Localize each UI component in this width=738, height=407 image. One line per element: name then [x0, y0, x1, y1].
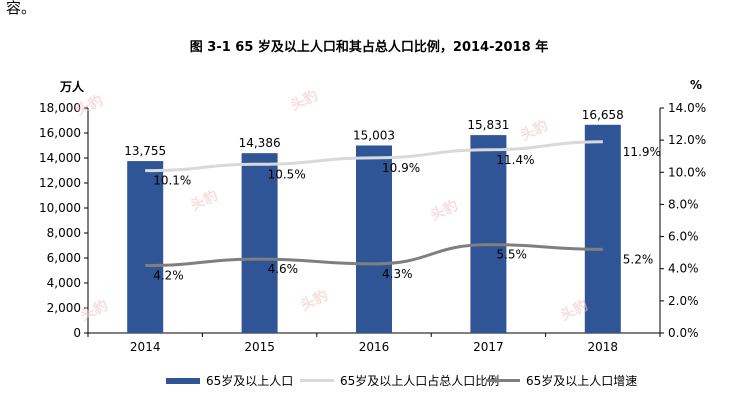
ratio-value-label: 10.9%	[382, 161, 420, 175]
chart-axes: 0 2,000 4,000 6,000 8,000 10,000 12,000 14,000 1…	[39, 101, 706, 354]
left-tick-label: 0	[73, 326, 81, 340]
left-tick-label: 10,000	[39, 201, 81, 215]
ratio-line	[145, 140, 603, 173]
bar	[127, 161, 164, 333]
right-tick-label: 10.0%	[668, 165, 706, 179]
right-tick-label: 8.0%	[668, 197, 699, 211]
left-tick-label: 14,000	[39, 151, 81, 165]
left-tick-label: 8,000	[47, 226, 81, 240]
ratio-value-label: 10.5%	[268, 167, 306, 181]
legend-swatch-bar	[166, 377, 200, 384]
ratio-value-label: 11.4%	[496, 153, 534, 167]
ratio-value-label: 10.1%	[153, 174, 191, 188]
growth-value-label: 5.5%	[496, 248, 527, 262]
bar-value-label: 13,755	[124, 144, 166, 158]
growth-value-label: 4.2%	[153, 269, 184, 283]
x-tick-label: 2014	[130, 340, 161, 354]
left-tick-label: 18,000	[39, 101, 81, 115]
right-tick-label: 14.0%	[668, 101, 706, 115]
ratio-value-label: 11.9%	[623, 145, 661, 159]
chart-title: 图 3-1 65 岁及以上人口和其占总人口比例，2014-2018 年	[189, 40, 549, 55]
legend-label-growth: 65岁及以上人口增速	[526, 374, 638, 388]
bar-value-label: 15,831	[467, 118, 509, 132]
left-tick-label: 4,000	[47, 276, 81, 290]
x-tick-label: 2018	[588, 340, 619, 354]
left-tick-label: 6,000	[47, 251, 81, 265]
legend-item-ratio: 65岁及以上人口占总人口比例	[300, 372, 499, 389]
right-tick-label: 6.0%	[668, 230, 699, 244]
right-tick-label: 12.0%	[668, 133, 706, 147]
x-tick-label: 2015	[244, 340, 275, 354]
bar	[584, 124, 621, 334]
legend-label-population: 65岁及以上人口	[206, 374, 294, 388]
left-axis-unit: 万人	[60, 80, 85, 94]
legend-item-population: 65岁及以上人口	[166, 372, 293, 389]
left-tick-label: 2,000	[47, 301, 81, 315]
bar-value-label: 15,003	[353, 128, 395, 142]
growth-value-label: 5.2%	[623, 252, 654, 266]
left-tick-label: 12,000	[39, 176, 81, 190]
bar-value-label: 14,386	[239, 136, 281, 150]
legend-item-growth: 65岁及以上人口增速	[486, 372, 637, 389]
bar-value-label: 16,658	[582, 108, 624, 122]
right-tick-label: 4.0%	[668, 262, 699, 276]
growth-line	[145, 243, 603, 267]
legend-swatch-ratio	[300, 379, 334, 382]
x-tick-label: 2017	[473, 340, 504, 354]
bar	[470, 135, 507, 333]
line-series	[145, 140, 603, 267]
growth-value-label: 4.6%	[268, 262, 299, 276]
x-tick-label: 2016	[359, 340, 390, 354]
legend-swatch-growth	[486, 379, 520, 382]
bar-series	[127, 124, 621, 334]
right-axis-unit: %	[690, 78, 703, 92]
right-tick-label: 2.0%	[668, 294, 699, 308]
bar	[241, 153, 278, 333]
growth-value-label: 4.3%	[382, 267, 413, 281]
bar	[356, 145, 392, 333]
data-labels: 13,755 14,386 15,003 15,831 16,658 10.1% 10.5%…	[124, 108, 661, 283]
preceding-text-fragment: 容。	[6, 0, 37, 17]
left-tick-label: 16,000	[39, 126, 81, 140]
legend-label-ratio: 65岁及以上人口占总人口比例	[340, 374, 500, 388]
right-tick-label: 0.0%	[668, 326, 699, 340]
